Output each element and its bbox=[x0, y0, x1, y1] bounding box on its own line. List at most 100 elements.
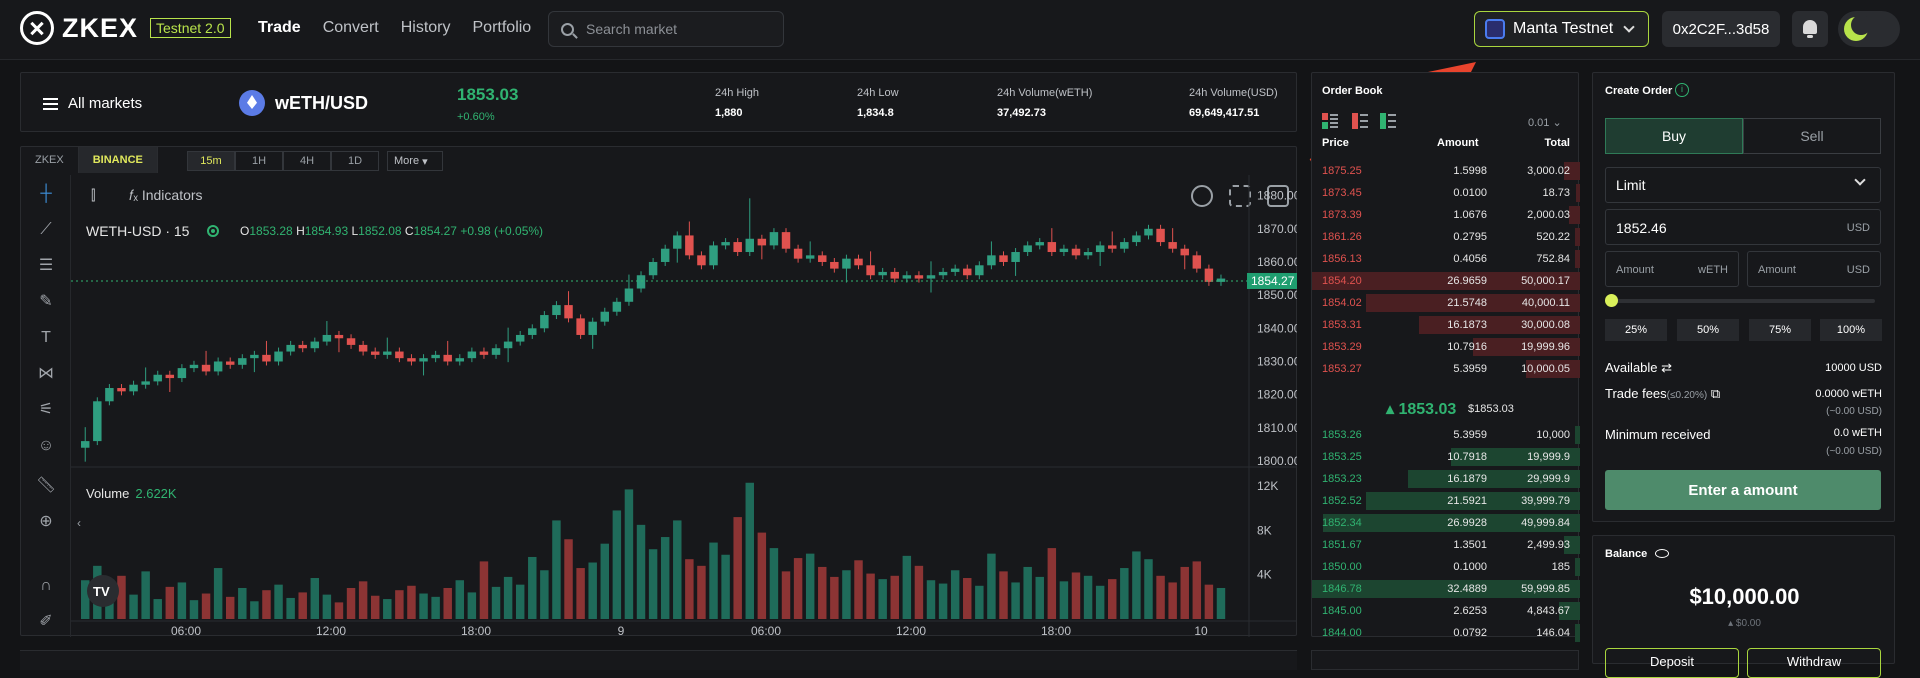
candle-body bbox=[1071, 248, 1081, 256]
bid-row[interactable]: 1851.67 1.3501 2,499.93 bbox=[1312, 535, 1580, 555]
external-link-icon[interactable]: ⧉ bbox=[1710, 386, 1721, 401]
mid-price-usd: $1853.03 bbox=[1468, 403, 1514, 415]
amount-usd-input[interactable]: Amount USD bbox=[1747, 251, 1881, 287]
fullscreen-icon[interactable] bbox=[1229, 185, 1251, 207]
bid-row[interactable]: 1844.00 0.0792 146.04 bbox=[1312, 623, 1580, 643]
text-icon[interactable]: T bbox=[41, 329, 51, 346]
bid-row[interactable]: 1845.00 2.6253 4,843.67 bbox=[1312, 601, 1580, 621]
candle-body bbox=[588, 321, 597, 335]
time-tick-label: 18:00 bbox=[1041, 624, 1071, 637]
nav-convert[interactable]: Convert bbox=[322, 19, 379, 36]
sell-tab[interactable]: Sell bbox=[1743, 118, 1881, 154]
theme-toggle[interactable] bbox=[1838, 11, 1900, 47]
magnet-icon[interactable]: ∩ bbox=[40, 577, 52, 594]
buy-tab[interactable]: Buy bbox=[1605, 118, 1743, 154]
fib-icon[interactable]: ⚟ bbox=[38, 401, 54, 418]
tf-1h[interactable]: 1H bbox=[235, 151, 283, 171]
network-selector-button[interactable]: Manta Testnet bbox=[1474, 11, 1649, 47]
eye-icon[interactable] bbox=[1655, 549, 1669, 558]
candle-type-icon[interactable]: ⫿ bbox=[91, 187, 96, 203]
pct-100-button[interactable]: 100% bbox=[1820, 319, 1882, 341]
ask-row[interactable]: 1861.26 0.2795 520.22 bbox=[1312, 227, 1580, 247]
time-tick-label: 12:00 bbox=[316, 624, 346, 637]
indicators-button[interactable]: 𝑓ₓ Indicators bbox=[129, 187, 203, 203]
emoji-icon[interactable]: ☺ bbox=[37, 437, 55, 454]
depth-bar bbox=[1312, 272, 1580, 290]
ask-row[interactable]: 1873.45 0.0100 18.73 bbox=[1312, 183, 1580, 203]
ask-row[interactable]: 1853.27 5.3959 10,000.05 bbox=[1312, 359, 1580, 379]
all-markets-button[interactable]: All markets bbox=[43, 95, 142, 112]
bid-row[interactable]: 1852.34 26.9928 49,999.84 bbox=[1312, 513, 1580, 533]
swap-icon[interactable]: ⇄ bbox=[1661, 360, 1673, 375]
asks-view-icon[interactable] bbox=[1352, 113, 1368, 129]
candle-body bbox=[818, 255, 827, 262]
bid-row[interactable]: 1846.78 32.4889 59,999.85 bbox=[1312, 579, 1580, 599]
both-sides-view-icon[interactable] bbox=[1322, 113, 1338, 129]
more-timeframes-button[interactable]: More ▾ bbox=[387, 151, 443, 171]
price-input[interactable]: 1852.46 USD bbox=[1605, 209, 1881, 245]
settings-gear-icon[interactable] bbox=[1191, 185, 1213, 207]
pct-50-button[interactable]: 50% bbox=[1677, 319, 1739, 341]
brush-icon[interactable]: ✎ bbox=[39, 293, 53, 310]
pattern-icon[interactable]: ⋈ bbox=[38, 365, 54, 382]
wallet-address-button[interactable]: 0x2C2F...3d58 bbox=[1662, 11, 1780, 47]
bid-row[interactable]: 1853.26 5.3959 10,000 bbox=[1312, 425, 1580, 445]
bid-row[interactable]: 1852.52 21.5921 39,999.79 bbox=[1312, 491, 1580, 511]
ask-row[interactable]: 1854.20 26.9659 50,000.17 bbox=[1312, 271, 1580, 291]
withdraw-button[interactable]: Withdraw bbox=[1747, 648, 1881, 678]
volume-bar bbox=[431, 596, 440, 619]
tab-zkex[interactable]: ZKEX bbox=[21, 147, 79, 173]
crosshair-icon[interactable]: ┼ bbox=[40, 185, 52, 202]
bid-row[interactable]: 1850.00 0.1000 185 bbox=[1312, 557, 1580, 577]
info-icon[interactable]: i bbox=[1675, 83, 1689, 97]
ruler-icon[interactable]: 📏︎ bbox=[35, 477, 57, 494]
bids-view-icon[interactable] bbox=[1380, 113, 1396, 129]
slider-handle[interactable] bbox=[1605, 294, 1618, 307]
tf-4h[interactable]: 4H bbox=[283, 151, 331, 171]
ask-row[interactable]: 1875.25 1.5998 3,000.02 bbox=[1312, 161, 1580, 181]
notification-bell-icon[interactable] bbox=[1792, 11, 1828, 47]
last-price: 1853.03 bbox=[457, 85, 519, 104]
bid-row[interactable]: 1853.25 10.7918 19,999.9 bbox=[1312, 447, 1580, 467]
precision-selector[interactable]: 0.01 ⌄ bbox=[1528, 117, 1562, 129]
candle-body bbox=[1132, 235, 1141, 243]
lock-draw-icon[interactable]: ✐ bbox=[39, 613, 53, 630]
trend-line-icon[interactable]: ⟋ bbox=[40, 221, 52, 238]
pair-selector[interactable]: wETH/USD bbox=[239, 90, 368, 116]
logo[interactable]: ZKEX Testnet 2.0 bbox=[20, 11, 231, 45]
tab-binance[interactable]: BINANCE bbox=[78, 147, 158, 173]
zoom-in-icon[interactable]: ⊕ bbox=[39, 513, 53, 530]
pct-25-button[interactable]: 25% bbox=[1605, 319, 1667, 341]
pct-75-button[interactable]: 75% bbox=[1749, 319, 1811, 341]
candle-body bbox=[383, 351, 392, 355]
volume-bar bbox=[975, 585, 984, 619]
amount-slider[interactable] bbox=[1605, 294, 1875, 307]
ask-row[interactable]: 1854.02 21.5748 40,000.11 bbox=[1312, 293, 1580, 313]
order-book-panel: Order Book 0.01 ⌄ Price Amount Total 187… bbox=[1311, 72, 1580, 642]
deposit-button[interactable]: Deposit bbox=[1605, 648, 1739, 678]
ask-row[interactable]: 1853.29 10.7916 19,999.96 bbox=[1312, 337, 1580, 357]
ask-row[interactable]: 1856.13 0.4056 752.84 bbox=[1312, 249, 1580, 269]
bid-row[interactable]: 1853.23 16.1879 29,999.9 bbox=[1312, 469, 1580, 489]
order-total: 40,000.11 bbox=[1521, 297, 1570, 309]
nav-portfolio[interactable]: Portfolio bbox=[472, 19, 532, 36]
amount-weth-input[interactable]: Amount wETH bbox=[1605, 251, 1739, 287]
enter-amount-button[interactable]: Enter a amount bbox=[1605, 470, 1881, 510]
nav-trade[interactable]: Trade bbox=[258, 19, 301, 36]
candle-body bbox=[105, 388, 114, 402]
volume-bar bbox=[866, 573, 875, 619]
chart-legend: WETH-USD · 15 O1853.28 H1854.93 L1852.08… bbox=[86, 223, 543, 239]
camera-icon[interactable] bbox=[1267, 185, 1289, 207]
tf-1d[interactable]: 1D bbox=[331, 151, 379, 171]
ask-row[interactable]: 1873.39 1.0676 2,000.03 bbox=[1312, 205, 1580, 225]
candlestick-chart[interactable]: 1880.00 1870.00 1860.00 1850.00 1840.00 1830.… bbox=[71, 175, 1297, 637]
order-price: 1853.27 bbox=[1322, 363, 1362, 375]
horizontal-lines-icon[interactable]: ☰ bbox=[38, 257, 54, 274]
ask-row[interactable]: 1853.31 16.1873 30,000.08 bbox=[1312, 315, 1580, 335]
order-price: 1852.34 bbox=[1322, 517, 1362, 529]
tf-15m[interactable]: 15m bbox=[187, 151, 235, 171]
search-market-input[interactable]: Search market bbox=[548, 11, 784, 47]
order-type-select[interactable]: Limit bbox=[1605, 167, 1881, 203]
volume-bar bbox=[854, 560, 863, 619]
nav-history[interactable]: History bbox=[400, 19, 451, 36]
